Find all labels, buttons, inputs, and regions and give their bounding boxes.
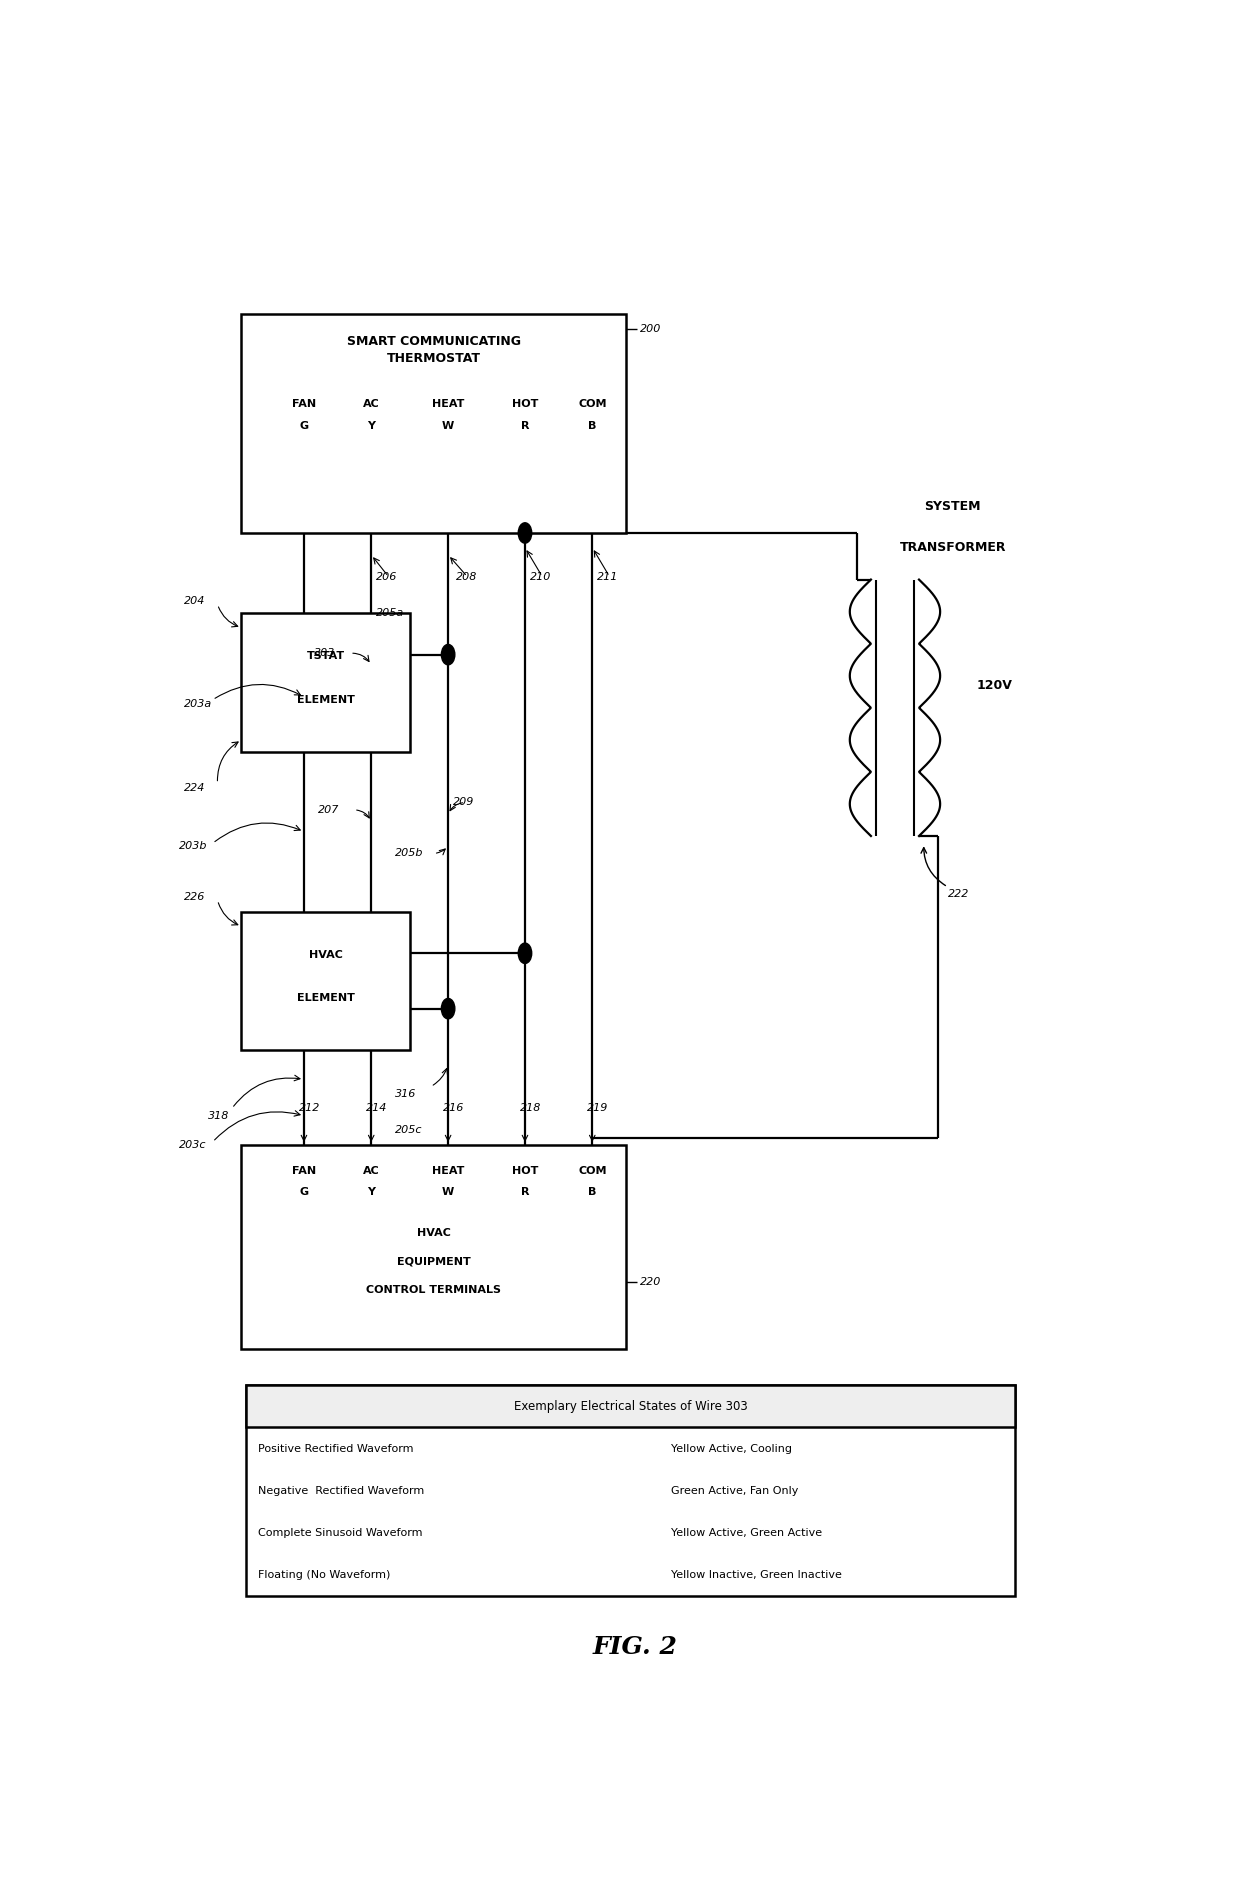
Text: Y: Y xyxy=(367,420,376,431)
Text: 318: 318 xyxy=(208,1111,229,1120)
Text: SYSTEM: SYSTEM xyxy=(924,499,981,513)
Text: TRANSFORMER: TRANSFORMER xyxy=(899,541,1006,554)
Text: HOT: HOT xyxy=(512,1165,538,1177)
Text: Exemplary Electrical States of Wire 303: Exemplary Electrical States of Wire 303 xyxy=(513,1400,748,1413)
Text: Negative  Rectified Waveform: Negative Rectified Waveform xyxy=(258,1485,424,1497)
Text: 216: 216 xyxy=(444,1103,465,1112)
Text: 214: 214 xyxy=(367,1103,388,1112)
Text: W: W xyxy=(441,420,454,431)
Text: 203b: 203b xyxy=(179,842,207,851)
Text: R: R xyxy=(521,420,529,431)
Text: Positive Rectified Waveform: Positive Rectified Waveform xyxy=(258,1444,413,1453)
Text: ELEMENT: ELEMENT xyxy=(296,694,355,706)
Text: ELEMENT: ELEMENT xyxy=(296,993,355,1003)
Text: 210: 210 xyxy=(529,571,551,581)
Text: R: R xyxy=(521,1186,529,1198)
Text: Floating (No Waveform): Floating (No Waveform) xyxy=(258,1570,391,1580)
Circle shape xyxy=(441,999,455,1018)
Text: 203c: 203c xyxy=(179,1139,207,1150)
Circle shape xyxy=(518,522,532,543)
Bar xyxy=(242,1145,626,1349)
Bar xyxy=(247,1385,1016,1427)
Text: COM: COM xyxy=(578,1165,606,1177)
Text: THERMOSTAT: THERMOSTAT xyxy=(387,352,481,365)
Text: 207: 207 xyxy=(319,804,340,815)
Text: 209: 209 xyxy=(453,798,474,808)
Text: FIG. 2: FIG. 2 xyxy=(593,1635,678,1659)
Text: AC: AC xyxy=(363,1165,379,1177)
Circle shape xyxy=(441,645,455,664)
Bar xyxy=(247,1385,1016,1597)
Text: AC: AC xyxy=(363,399,379,409)
Text: COM: COM xyxy=(578,399,606,409)
Text: EQUIPMENT: EQUIPMENT xyxy=(397,1256,470,1266)
Text: Complete Sinusoid Waveform: Complete Sinusoid Waveform xyxy=(258,1529,423,1538)
Text: 206: 206 xyxy=(376,571,397,581)
Text: Yellow Active, Cooling: Yellow Active, Cooling xyxy=(671,1444,792,1453)
Text: HVAC: HVAC xyxy=(417,1228,450,1237)
Text: 220: 220 xyxy=(640,1277,662,1287)
Text: CONTROL TERMINALS: CONTROL TERMINALS xyxy=(366,1285,501,1294)
Bar xyxy=(242,912,409,1050)
Text: FAN: FAN xyxy=(291,1165,316,1177)
Text: B: B xyxy=(588,1186,596,1198)
Text: B: B xyxy=(588,420,596,431)
Text: 205c: 205c xyxy=(396,1126,423,1135)
Text: 226: 226 xyxy=(184,893,205,902)
Text: 212: 212 xyxy=(299,1103,320,1112)
Text: HVAC: HVAC xyxy=(309,950,342,959)
Bar xyxy=(242,314,626,534)
Text: 218: 218 xyxy=(521,1103,542,1112)
Text: 208: 208 xyxy=(456,571,477,581)
Text: W: W xyxy=(441,1186,454,1198)
Text: HOT: HOT xyxy=(512,399,538,409)
Text: FAN: FAN xyxy=(291,399,316,409)
Text: G: G xyxy=(299,1186,309,1198)
Text: 200: 200 xyxy=(640,324,662,335)
Text: 211: 211 xyxy=(596,571,619,581)
Text: 203a: 203a xyxy=(184,700,212,710)
Text: 316: 316 xyxy=(396,1090,417,1099)
Text: 120V: 120V xyxy=(977,679,1013,692)
Bar xyxy=(242,613,409,751)
Text: 204: 204 xyxy=(184,596,205,607)
Text: 303: 303 xyxy=(314,649,335,658)
Text: HEAT: HEAT xyxy=(432,399,464,409)
Text: Y: Y xyxy=(367,1186,376,1198)
Text: HEAT: HEAT xyxy=(432,1165,464,1177)
Circle shape xyxy=(518,942,532,963)
Text: G: G xyxy=(299,420,309,431)
Text: 205b: 205b xyxy=(396,848,424,859)
Text: 222: 222 xyxy=(947,889,970,899)
Text: 219: 219 xyxy=(588,1103,609,1112)
Text: 205a: 205a xyxy=(376,607,404,619)
Text: TSTAT: TSTAT xyxy=(306,651,345,660)
Text: Green Active, Fan Only: Green Active, Fan Only xyxy=(671,1485,799,1497)
Text: 224: 224 xyxy=(184,783,205,793)
Text: Yellow Inactive, Green Inactive: Yellow Inactive, Green Inactive xyxy=(671,1570,842,1580)
Text: Yellow Active, Green Active: Yellow Active, Green Active xyxy=(671,1529,822,1538)
Text: SMART COMMUNICATING: SMART COMMUNICATING xyxy=(347,335,521,348)
